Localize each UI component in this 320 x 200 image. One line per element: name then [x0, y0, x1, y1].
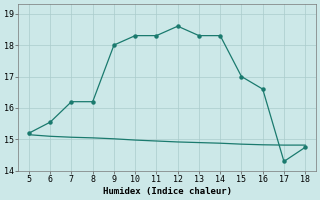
X-axis label: Humidex (Indice chaleur): Humidex (Indice chaleur) [103, 187, 232, 196]
